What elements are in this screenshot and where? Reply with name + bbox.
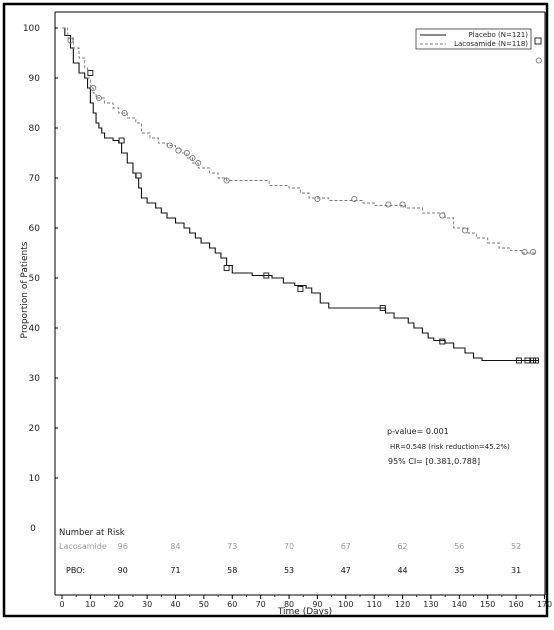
placebo-censor-marker	[515, 357, 522, 364]
lacosamide-curve	[62, 27, 536, 254]
risk-value-pbo: 47	[341, 566, 351, 575]
lacosamide-censor-marker	[314, 195, 321, 203]
x-tick-label: 130	[423, 600, 438, 609]
number-at-risk-table: Number at Risk Lacosamide PBO: 96 84 73 70 6…	[59, 528, 521, 575]
x-tick-label: 10	[85, 600, 95, 609]
y-zero-label: 0	[30, 524, 36, 534]
x-tick-label: 120	[395, 600, 410, 609]
placebo-censor-marker	[524, 357, 531, 364]
placebo-censor-marker	[223, 265, 230, 271]
lacosamide-censor-marker	[183, 149, 190, 157]
lacosamide-censor-marker	[351, 195, 358, 203]
lacosamide-censor-marker	[521, 248, 528, 256]
risk-value-pbo: 53	[284, 566, 294, 575]
risk-value-pbo: 44	[397, 566, 407, 575]
y-tick-label: 10	[29, 474, 41, 484]
risk-value-lacosamide: 70	[284, 542, 294, 551]
lacosamide-censor-marker	[385, 201, 392, 208]
risk-value-lacosamide: 73	[227, 542, 237, 551]
lacosamide-censor-marker	[67, 37, 74, 44]
risk-row-label-lacosamide: Lacosamide	[59, 542, 107, 551]
x-axis-ticks: 0 10 20 30 40 50 60 70 80 90 100 110 120 130 140 150 160…	[59, 595, 552, 609]
y-tick-label: 80	[29, 124, 41, 134]
lacosamide-censor-marker	[90, 84, 97, 92]
x-tick-label: 60	[227, 600, 237, 609]
risk-value-lacosamide: 52	[511, 542, 521, 551]
x-tick-label: 20	[114, 600, 124, 609]
placebo-censor-marker	[439, 338, 446, 345]
x-tick-label: 0	[59, 600, 64, 609]
x-tick-label: 80	[284, 600, 294, 609]
stats-annotations: p-value= 0.001 HR=0.548 (risk reduction=…	[387, 427, 510, 466]
placebo-censor-marker	[379, 305, 386, 311]
y-tick-label: 40	[29, 324, 41, 334]
risk-value-lacosamide: 84	[170, 542, 180, 551]
lacosamide-censor-marker	[530, 248, 537, 256]
placebo-censor-marker	[263, 272, 270, 279]
lacosamide-censor-marker	[461, 227, 469, 234]
y-axis-label: Proportion of Patients	[20, 241, 30, 338]
risk-value-lacosamide: 56	[454, 542, 464, 551]
risk-value-lacosamide: 96	[118, 542, 128, 551]
x-tick-label: 90	[312, 600, 322, 609]
risk-table-title: Number at Risk	[59, 528, 125, 538]
x-tick-label: 150	[480, 600, 495, 609]
placebo-censor-marker	[118, 137, 125, 144]
legend-label-lacosamide: Lacosamide (N=118)	[454, 40, 528, 48]
placebo-curve	[62, 27, 539, 362]
lacosamide-censor-marker	[195, 159, 202, 167]
x-tick-label: 50	[199, 600, 209, 609]
lacosamide-censor-marker	[95, 94, 102, 102]
annotation-pvalue: p-value= 0.001	[387, 427, 449, 436]
lacosamide-censor-marker	[121, 109, 128, 117]
y-tick-label: 70	[29, 174, 41, 184]
x-tick-label: 30	[142, 600, 152, 609]
risk-value-pbo: 71	[170, 566, 180, 575]
risk-value-lacosamide: 62	[397, 542, 407, 551]
x-axis-label: Time (Days)	[277, 607, 332, 617]
risk-value-pbo: 31	[511, 566, 521, 575]
lacosamide-censor-marker	[535, 57, 542, 64]
legend-box	[415, 28, 532, 50]
y-axis-ticks: 10 20 30 40 50 60 70 80 90 100	[23, 24, 58, 484]
x-tick-label: 70	[256, 600, 266, 609]
risk-value-lacosamide: 67	[341, 542, 351, 551]
annotation-hr: HR=0.548 (risk reduction=45.2%)	[390, 443, 510, 451]
y-tick-label: 30	[29, 374, 41, 384]
placebo-censor-marker	[135, 172, 142, 179]
x-tick-label: 110	[367, 600, 382, 609]
risk-value-pbo: 58	[227, 566, 237, 575]
x-tick-label: 100	[338, 600, 353, 609]
outer-frame	[2, 2, 549, 618]
series-layer	[62, 27, 542, 364]
placebo-censor-marker	[532, 357, 539, 364]
legend: Placebo (N=121) Lacosamide (N=118)	[415, 28, 532, 50]
y-tick-label: 60	[29, 224, 41, 234]
lacosamide-censor-marker	[166, 142, 173, 149]
x-tick-label: 140	[452, 600, 467, 609]
risk-value-pbo: 35	[454, 566, 464, 575]
y-tick-label: 20	[29, 424, 41, 434]
placebo-censor-marker	[297, 286, 304, 292]
x-tick-label: 160	[508, 600, 523, 609]
lacosamide-censor-marker	[223, 177, 230, 184]
risk-values: 96 84 73 70 67 62 56 52 90 71 58 53 47 44 35 31	[118, 542, 522, 575]
risk-row-label-pbo: PBO:	[66, 566, 85, 575]
annotation-ci: 95% CI= [0.381,0.788]	[388, 457, 480, 466]
y-tick-label: 50	[29, 274, 41, 284]
x-tick-label: 170	[537, 600, 552, 609]
risk-value-pbo: 90	[118, 566, 128, 575]
x-tick-label: 40	[170, 600, 180, 609]
legend-label-placebo: Placebo (N=121)	[469, 31, 529, 39]
lacosamide-censor-marker	[189, 154, 196, 162]
lacosamide-censor-marker	[399, 201, 406, 208]
placebo-censor-marker	[534, 37, 542, 45]
lacosamide-censor-marker	[175, 147, 182, 154]
lacosamide-censor-marker	[439, 212, 446, 219]
y-tick-label: 100	[23, 24, 40, 34]
y-tick-label: 90	[29, 74, 41, 84]
